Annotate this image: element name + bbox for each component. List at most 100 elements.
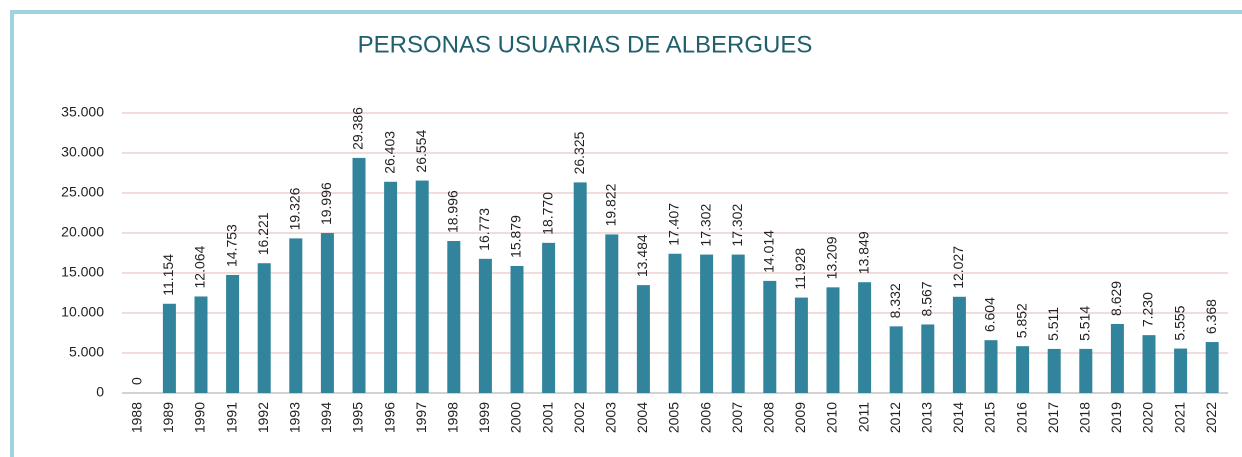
value-label: 11.928 <box>792 248 808 290</box>
x-tick-label: 2003 <box>603 402 619 433</box>
y-tick-label: 10.000 <box>61 304 104 320</box>
bar <box>605 234 619 393</box>
x-tick-label: 1994 <box>318 402 334 433</box>
value-label: 17.302 <box>697 204 713 247</box>
y-tick-label: 30.000 <box>61 144 104 160</box>
value-label: 16.221 <box>255 212 271 255</box>
bar <box>826 287 840 393</box>
bar <box>1174 348 1188 393</box>
y-tick-label: 20.000 <box>61 224 104 240</box>
x-tick-label: 1995 <box>350 402 366 433</box>
value-label: 19.996 <box>318 182 334 225</box>
bar <box>447 241 461 393</box>
value-label: 8.567 <box>919 281 935 316</box>
bar <box>194 296 208 393</box>
bar <box>921 324 935 393</box>
x-tick-label: 1992 <box>255 402 271 433</box>
bar <box>510 265 524 393</box>
value-label: 5.555 <box>1171 305 1187 340</box>
bar <box>1142 335 1156 393</box>
bar <box>1205 342 1219 393</box>
value-label: 16.773 <box>476 208 492 251</box>
x-tick-label: 1988 <box>129 402 145 433</box>
value-label: 18.996 <box>445 190 461 233</box>
value-label: 13.209 <box>824 236 840 279</box>
x-tick-label: 2015 <box>982 402 998 433</box>
value-label: 13.849 <box>855 231 871 274</box>
value-label: 26.403 <box>381 131 397 174</box>
y-tick-label: 25.000 <box>61 184 104 200</box>
value-label: 0 <box>129 377 145 385</box>
value-label: 17.302 <box>729 204 745 247</box>
bar <box>1016 346 1030 393</box>
value-label: 15.879 <box>508 215 524 258</box>
value-label: 14.753 <box>223 224 239 267</box>
bar <box>952 296 966 393</box>
bar <box>573 182 587 393</box>
value-label: 7.230 <box>1140 292 1156 327</box>
x-tick-label: 2012 <box>887 402 903 433</box>
value-label: 6.604 <box>982 297 998 332</box>
x-tick-label: 2014 <box>950 402 966 433</box>
value-label: 14.014 <box>761 230 777 273</box>
bar <box>731 254 745 393</box>
x-tick-label: 1993 <box>287 402 303 433</box>
chart-title: PERSONAS USUARIAS DE ALBERGUES <box>358 31 813 58</box>
x-tick-label: 1996 <box>381 402 397 433</box>
x-tick-label: 2004 <box>634 402 650 433</box>
x-tick-label: 2001 <box>539 402 555 433</box>
value-label: 12.027 <box>950 246 966 289</box>
bar <box>668 253 682 393</box>
x-tick-label: 2021 <box>1171 402 1187 433</box>
value-label: 17.407 <box>666 203 682 246</box>
value-label: 19.822 <box>603 183 619 226</box>
bar <box>162 303 176 393</box>
bar <box>226 274 240 393</box>
bar <box>384 181 398 393</box>
x-tick-label: 1990 <box>192 402 208 433</box>
x-tick-label: 2005 <box>666 402 682 433</box>
value-label: 18.770 <box>539 192 555 235</box>
x-tick-label: 2008 <box>761 402 777 433</box>
bar <box>289 238 303 393</box>
x-tick-label: 2016 <box>1013 402 1029 433</box>
x-tick-label: 2002 <box>571 402 587 433</box>
x-tick-label: 2000 <box>508 402 524 433</box>
x-tick-label: 2007 <box>729 402 745 433</box>
bar <box>889 326 903 393</box>
bar <box>636 285 650 393</box>
bar <box>257 263 271 393</box>
x-tick-label: 2017 <box>1045 402 1061 433</box>
x-tick-label: 1997 <box>413 402 429 433</box>
value-label: 5.852 <box>1013 303 1029 338</box>
y-tick-label: 0 <box>96 384 104 400</box>
x-tick-label: 1989 <box>160 402 176 433</box>
x-tick-label: 2010 <box>824 402 840 433</box>
bar <box>478 258 492 393</box>
x-tick-label: 2011 <box>855 402 871 432</box>
value-label: 13.484 <box>634 234 650 277</box>
x-tick-label: 2018 <box>1077 402 1093 433</box>
value-label: 26.554 <box>413 130 429 173</box>
bar <box>1110 323 1124 393</box>
x-tick-label: 2009 <box>792 402 808 433</box>
bar <box>320 233 334 393</box>
value-label: 19.326 <box>287 187 303 230</box>
bar <box>984 340 998 393</box>
bar <box>794 297 808 393</box>
value-label: 5.511 <box>1045 307 1061 341</box>
bar <box>763 280 777 393</box>
bar <box>700 254 714 393</box>
x-tick-label: 2019 <box>1108 402 1124 433</box>
value-label: 29.386 <box>350 107 366 150</box>
bar <box>542 242 556 393</box>
value-label: 6.368 <box>1203 299 1219 334</box>
value-label: 8.332 <box>887 283 903 318</box>
x-tick-label: 1999 <box>476 402 492 433</box>
value-label: 26.325 <box>571 131 587 174</box>
x-tick-label: 2020 <box>1140 402 1156 433</box>
bar <box>1079 348 1093 393</box>
y-tick-label: 35.000 <box>61 104 104 120</box>
x-tick-label: 1991 <box>223 402 239 433</box>
